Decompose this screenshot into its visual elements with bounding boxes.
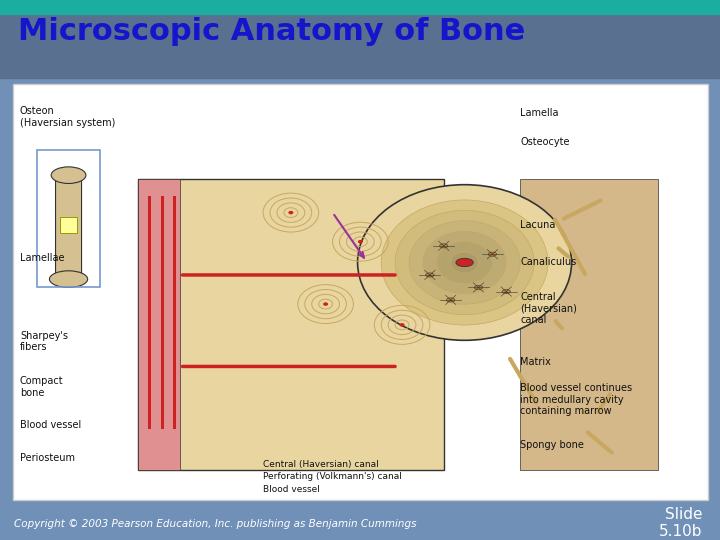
Text: Lamella: Lamella (520, 108, 559, 118)
Text: Osteocyte: Osteocyte (520, 137, 570, 147)
Ellipse shape (289, 211, 293, 214)
Text: Lacuna: Lacuna (520, 220, 556, 230)
Ellipse shape (502, 289, 510, 294)
Bar (161, 196, 163, 429)
Text: Central
(Haversian)
canal: Central (Haversian) canal (520, 292, 577, 325)
Text: Blood vessel continues
into medullary cavity
containing marrow: Blood vessel continues into medullary ca… (520, 383, 632, 416)
Bar (0, 0, 720, 78)
FancyArrowPatch shape (559, 248, 568, 256)
Ellipse shape (451, 252, 479, 273)
Text: Microscopic Anatomy of Bone: Microscopic Anatomy of Bone (18, 17, 526, 46)
FancyArrowPatch shape (556, 321, 562, 328)
Text: Lamellae: Lamellae (20, 253, 64, 264)
Ellipse shape (446, 298, 455, 302)
Text: Blood vessel: Blood vessel (263, 484, 320, 494)
Bar (148, 196, 151, 429)
Bar (13, 84, 708, 500)
Bar (0, 0, 720, 14)
Bar (520, 179, 658, 470)
Ellipse shape (323, 302, 328, 306)
FancyArrowPatch shape (583, 410, 585, 413)
Ellipse shape (474, 285, 482, 289)
Text: Slide
5.10b: Slide 5.10b (659, 507, 702, 539)
FancyArrowPatch shape (588, 432, 612, 453)
Ellipse shape (437, 241, 492, 284)
FancyArrowPatch shape (564, 200, 600, 219)
Ellipse shape (426, 273, 434, 277)
Ellipse shape (488, 252, 497, 256)
Ellipse shape (395, 211, 534, 315)
Ellipse shape (381, 200, 548, 325)
Text: Periosteum: Periosteum (20, 453, 75, 463)
Ellipse shape (423, 231, 506, 294)
Text: Central (Haversian) canal: Central (Haversian) canal (263, 460, 379, 469)
FancyArrowPatch shape (510, 359, 536, 403)
Ellipse shape (358, 185, 572, 340)
Text: Sharpey's
fibers: Sharpey's fibers (20, 330, 68, 352)
Text: Perforating (Volkmann's) canal: Perforating (Volkmann's) canal (263, 472, 402, 481)
Text: Copyright © 2003 Pearson Education, Inc. publishing as Benjamin Cummings: Copyright © 2003 Pearson Education, Inc.… (14, 519, 417, 529)
FancyBboxPatch shape (138, 179, 444, 470)
FancyArrowPatch shape (598, 394, 610, 412)
FancyArrowPatch shape (555, 220, 585, 274)
Bar (37, 150, 100, 287)
Text: Osteon
(Haversian system): Osteon (Haversian system) (20, 106, 115, 128)
Text: Spongy bone: Spongy bone (520, 441, 584, 450)
Ellipse shape (358, 240, 363, 244)
Text: Matrix: Matrix (520, 357, 551, 367)
FancyBboxPatch shape (55, 171, 81, 280)
Bar (174, 196, 176, 429)
Ellipse shape (456, 258, 473, 267)
Polygon shape (138, 179, 180, 470)
Ellipse shape (400, 323, 405, 327)
Ellipse shape (440, 244, 448, 248)
Text: Blood vessel: Blood vessel (20, 420, 81, 430)
Ellipse shape (51, 167, 86, 184)
Ellipse shape (50, 271, 88, 287)
Text: Compact
bone: Compact bone (20, 376, 63, 398)
Ellipse shape (409, 221, 520, 304)
Bar (60, 217, 77, 233)
Text: Canaliculus: Canaliculus (520, 258, 577, 267)
